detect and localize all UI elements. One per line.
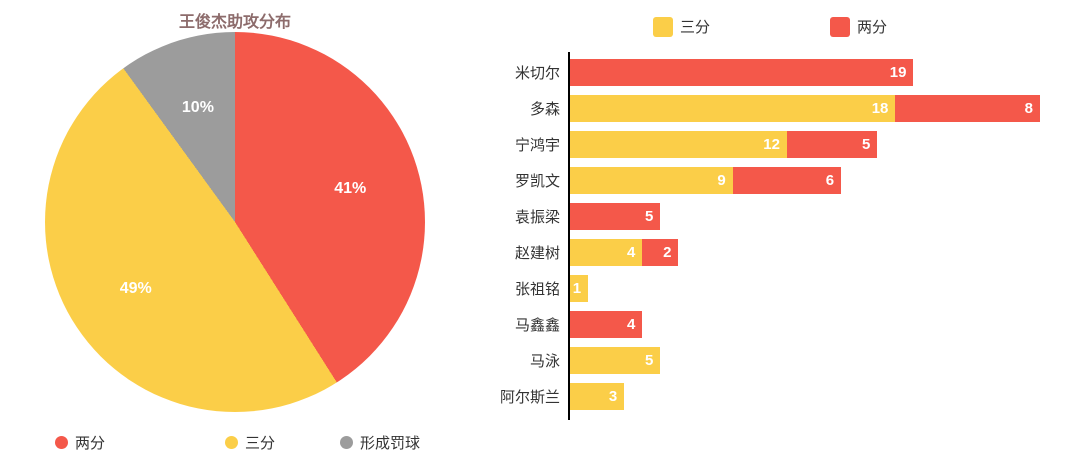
bar-row: 赵建树 4 2 (460, 234, 1080, 270)
pie-slice-label: 49% (119, 280, 152, 298)
bar-category-label: 张祖铭 (514, 280, 560, 298)
bar-value-label: 19 (889, 63, 907, 81)
bar-track: 19 (570, 58, 914, 86)
bar-segment-两分: 4 (570, 310, 643, 338)
bar-track: 4 (570, 310, 643, 338)
pie-slice-label: 10% (181, 98, 214, 116)
bar-track: 5 (570, 202, 661, 230)
bar-segment-两分: 6 (732, 166, 842, 194)
bar-value-label: 1 (572, 279, 582, 297)
bar-value-label: 3 (608, 387, 618, 405)
bar-segment-三分: 3 (570, 382, 625, 410)
legend-square-icon (830, 16, 850, 37)
bar-segment-两分: 5 (786, 130, 878, 158)
legend-dot-icon (340, 436, 353, 449)
pie-legend-item[interactable]: 两分 (55, 432, 105, 453)
bar-track: 18 8 (570, 94, 1040, 122)
bar-row: 马鑫鑫 4 (460, 306, 1080, 342)
legend-label: 两分 (75, 435, 106, 452)
bar-value-label: 6 (825, 171, 835, 189)
bar-segment-两分: 5 (570, 202, 661, 230)
bar-legend-item[interactable]: 三分 (652, 16, 710, 37)
bar-segment-三分: 9 (570, 166, 733, 194)
legend-label: 三分 (679, 19, 710, 36)
bar-value-label: 18 (871, 99, 889, 117)
bar-category-label: 袁振梁 (514, 208, 560, 226)
bar-segment-两分: 19 (570, 58, 914, 86)
bar-category-label: 赵建树 (514, 244, 560, 262)
bar-plot: 米切尔 19 多森 18 8 宁鸿宇 12 5 罗凯文 9 6 袁振梁 5 赵建树 4 2 张祖铭 1 马鑫鑫 4 马泳… (460, 52, 1080, 420)
bar-segment-三分: 12 (570, 130, 787, 158)
legend-square-icon (652, 16, 673, 37)
bar-row: 张祖铭 1 (460, 270, 1080, 306)
pie-legend-item[interactable]: 形成罚球 (340, 432, 420, 453)
pie-legend-item[interactable]: 三分 (225, 432, 275, 453)
bar-row: 阿尔斯兰 3 (460, 378, 1080, 414)
bar-segment-三分: 1 (570, 274, 589, 302)
pie-chart: 41% 49% 10% (45, 32, 425, 412)
bar-value-label: 9 (717, 171, 726, 189)
bar-segment-两分: 8 (895, 94, 1040, 122)
bar-chart-panel: 三分 两分 米切尔 19 多森 18 8 宁鸿宇 12 5 罗凯文 9 6 袁振梁 5 赵建树 4 2 张祖铭 1 马… (460, 0, 1080, 471)
bar-track: 12 5 (570, 130, 878, 158)
bar-y-axis-line (568, 52, 570, 420)
bar-row: 米切尔 19 (460, 54, 1080, 90)
bar-track: 5 (570, 346, 661, 374)
pie-chart-panel: 王俊杰助攻分布 41% 49% 10% 两分 三分 形成罚球 (0, 0, 460, 471)
bar-category-label: 米切尔 (514, 64, 560, 82)
bar-segment-三分: 18 (570, 94, 896, 122)
bar-row: 多森 18 8 (460, 90, 1080, 126)
bar-category-label: 多森 (529, 100, 560, 118)
legend-label: 三分 (245, 435, 276, 452)
bar-value-label: 4 (626, 243, 636, 261)
bar-segment-三分: 4 (570, 238, 643, 266)
bar-row: 罗凯文 9 6 (460, 162, 1080, 198)
pie-slice-label: 41% (334, 179, 367, 197)
bar-row: 马泳 5 (460, 342, 1080, 378)
bar-category-label: 罗凯文 (514, 172, 560, 190)
bar-value-label: 5 (861, 135, 871, 153)
bar-category-label: 宁鸿宇 (514, 136, 560, 154)
pie-legend: 两分 三分 形成罚球 (0, 432, 460, 456)
bar-segment-两分: 2 (642, 238, 679, 266)
bar-value-label: 12 (763, 135, 780, 153)
bar-value-label: 4 (626, 315, 636, 333)
bar-segment-三分: 5 (570, 346, 661, 374)
bar-value-label: 5 (645, 207, 654, 225)
bar-track: 1 (570, 274, 589, 302)
bar-legend: 三分 两分 (460, 16, 1080, 37)
bar-category-label: 马鑫鑫 (514, 316, 560, 334)
bar-legend-item[interactable]: 两分 (830, 16, 887, 37)
legend-label: 两分 (857, 19, 888, 36)
bar-category-label: 马泳 (529, 352, 560, 370)
bar-row: 宁鸿宇 12 5 (460, 126, 1080, 162)
pie-chart-title: 王俊杰助攻分布 (178, 14, 291, 31)
bar-value-label: 2 (663, 243, 672, 261)
legend-dot-icon (55, 436, 68, 449)
bar-value-label: 5 (645, 351, 654, 369)
bar-row: 袁振梁 5 (460, 198, 1080, 234)
bar-track: 3 (570, 382, 625, 410)
legend-label: 形成罚球 (360, 435, 421, 452)
legend-dot-icon (225, 436, 238, 449)
bar-category-label: 阿尔斯兰 (499, 388, 560, 406)
bar-value-label: 8 (1024, 99, 1033, 117)
